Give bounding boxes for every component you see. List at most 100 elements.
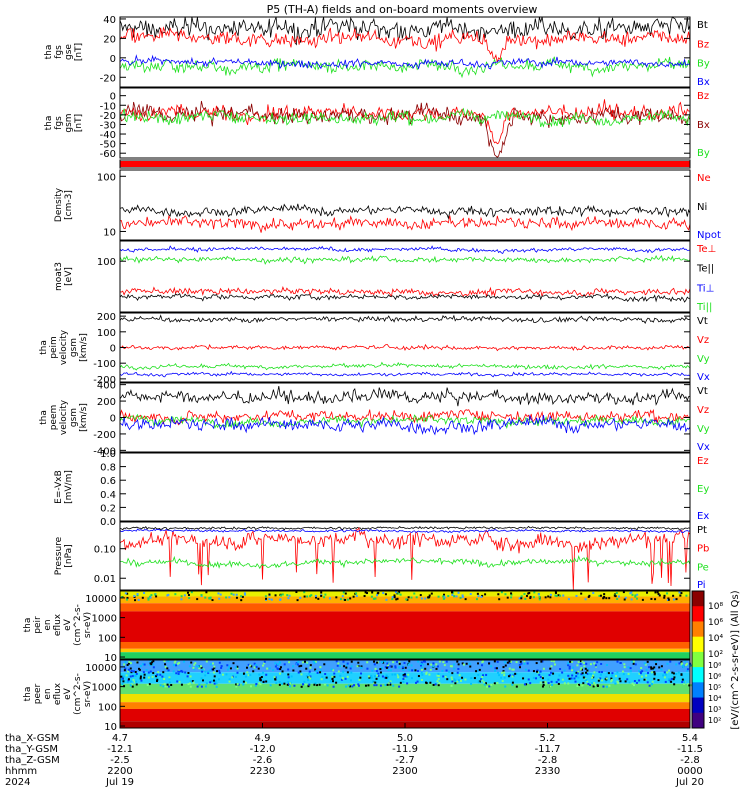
spectrogram-band	[120, 708, 690, 722]
spectrogram-pixel	[290, 675, 293, 678]
spectrogram-pixel	[582, 682, 585, 685]
spectrogram-pixel	[399, 593, 402, 596]
spectrogram-pixel	[497, 671, 500, 674]
spectrogram-pixel	[307, 672, 310, 675]
spectrogram-pixel	[386, 662, 389, 665]
spectrogram-pixel	[235, 685, 238, 688]
legend-Ey: Ey	[697, 484, 709, 495]
spectrogram-pixel	[190, 661, 193, 664]
spectrogram-pixel	[234, 666, 237, 669]
spectrogram-pixel	[329, 680, 332, 683]
spectrogram-pixel	[316, 671, 319, 674]
spectrogram-pixel	[273, 676, 276, 679]
spectrogram-pixel	[403, 676, 406, 679]
spectrogram-pixel	[312, 660, 315, 663]
spectrogram-pixel	[306, 595, 309, 598]
x-tick-label: -2.8	[680, 755, 700, 766]
legend-Bx: Bx	[697, 120, 710, 131]
spectrogram-pixel	[518, 663, 521, 666]
spectrogram-pixel	[151, 661, 154, 664]
spectrogram-pixel	[346, 598, 349, 601]
spectrogram-pixel	[303, 591, 306, 594]
spectrogram-pixel	[344, 598, 347, 601]
spectrogram-pixel	[347, 684, 350, 687]
spectrogram-pixel	[519, 666, 522, 669]
spectrogram-pixel	[351, 685, 354, 688]
spectrogram-pixel	[187, 671, 190, 674]
spectrogram-pixel	[459, 679, 462, 682]
spectrogram-pixel	[485, 673, 488, 676]
spectrogram-pixel	[481, 664, 484, 667]
spectrogram-pixel	[398, 661, 401, 664]
spectrogram-pixel	[630, 591, 633, 594]
spectrogram-pixel	[686, 668, 689, 671]
spectrogram-pixel	[619, 680, 622, 683]
spectrogram-pixel	[127, 679, 130, 682]
y-tick-label: 10	[104, 653, 117, 664]
y-axis-label: peir	[33, 616, 43, 634]
spectrogram-pixel	[287, 681, 290, 684]
x-tick-label: -11.5	[677, 744, 703, 755]
legend-Ti||: Ti||	[696, 302, 712, 313]
colorbar-segment	[692, 591, 704, 607]
spectrogram-pixel	[357, 684, 360, 687]
spectrogram-pixel	[272, 669, 275, 672]
spectrogram-pixel	[207, 670, 210, 673]
figure-title: P5 (TH-A) fields and on-board moments ov…	[267, 3, 538, 16]
spectrogram-pixel	[228, 596, 231, 599]
spectrogram-pixel	[391, 673, 394, 676]
spectrogram-pixel	[413, 592, 416, 595]
x-tick-label: -11.9	[392, 744, 418, 755]
panel-frame	[119, 169, 691, 241]
spectrogram-pixel	[371, 591, 374, 594]
spectrogram-pixel	[428, 673, 431, 676]
spectrogram-pixel	[510, 593, 513, 596]
spectrogram-pixel	[292, 669, 295, 672]
spectrogram-pixel	[575, 671, 578, 674]
spectrogram-pixel	[447, 595, 450, 598]
spectrogram-pixel	[324, 593, 327, 596]
spectrogram-band	[120, 603, 690, 612]
spectrogram-pixel	[603, 595, 606, 598]
spectrogram-pixel	[507, 675, 510, 678]
spectrogram-pixel	[577, 676, 580, 679]
spectrogram-pixel	[622, 673, 625, 676]
spectrogram-pixel	[668, 669, 671, 672]
spectrogram-pixel	[468, 662, 471, 665]
spectrogram-pixel	[279, 668, 282, 671]
panel-mode-bar	[119, 159, 691, 169]
y-axis-label: peim	[49, 336, 59, 359]
spectrogram-pixel	[496, 682, 499, 685]
spectrogram-pixel	[384, 666, 387, 669]
spectrogram-pixel	[151, 663, 154, 666]
spectrogram-pixel	[278, 683, 281, 686]
spectrogram-pixel	[549, 593, 552, 596]
spectrogram-pixel	[137, 598, 140, 601]
spectrogram-pixel	[228, 665, 231, 668]
spectrogram-pixel	[200, 666, 203, 669]
y-axis-label: [km/s]	[79, 403, 89, 432]
spectrogram-pixel	[579, 663, 582, 666]
spectrogram-pixel	[178, 661, 181, 664]
y-tick-label: -30	[100, 120, 116, 131]
spectrogram-pixel	[616, 680, 619, 683]
spectrogram-pixel	[456, 660, 459, 663]
colorbar-frame	[691, 590, 705, 729]
spectrogram-pixel	[672, 678, 675, 681]
spectrogram-pixel	[441, 669, 444, 672]
spectrogram-pixel	[314, 668, 317, 671]
spectrogram-pixel	[166, 685, 169, 688]
spectrogram-pixel	[174, 593, 177, 596]
spectrogram-pixel	[232, 593, 235, 596]
spectrogram-pixel	[132, 678, 135, 681]
spectrogram-pixel	[180, 595, 183, 598]
spectrogram-pixel	[258, 682, 261, 685]
spectrogram-pixel	[607, 672, 610, 675]
spectrogram-pixel	[568, 677, 571, 680]
spectrogram-pixel	[623, 663, 626, 666]
spectrogram-pixel	[349, 667, 352, 670]
x-tick-label: 2330	[535, 766, 560, 777]
spectrogram-pixel	[593, 671, 596, 674]
spectrogram-pixel	[482, 674, 485, 677]
spectrogram-pixel	[356, 684, 359, 687]
